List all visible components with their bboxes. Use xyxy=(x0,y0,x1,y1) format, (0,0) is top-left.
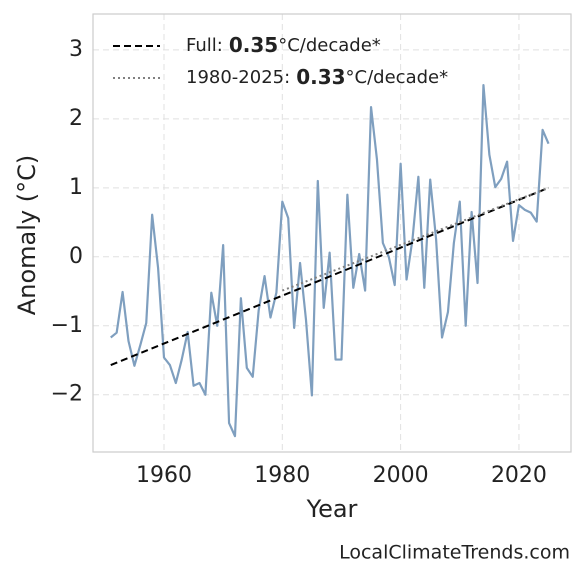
legend-unit: °C/decade* xyxy=(278,35,381,56)
y-axis-label: Anomaly (°C) xyxy=(13,155,41,315)
trend-line xyxy=(110,186,549,367)
legend-slope: 0.35 xyxy=(229,33,278,57)
legend-label: 1980-2025: 0.33°C/decade* xyxy=(186,65,448,89)
plot-frame xyxy=(92,13,572,453)
legend-name: 1980-2025: xyxy=(186,67,290,88)
legend-label: Full: 0.35°C/decade* xyxy=(186,33,381,57)
x-tick-label: 1980 xyxy=(254,463,310,488)
watermark: LocalClimateTrends.com xyxy=(339,542,570,564)
y-tick-label: −1 xyxy=(51,313,83,338)
x-axis-label: Year xyxy=(306,495,358,523)
legend-name: Full: xyxy=(186,35,223,56)
y-tick-label: −2 xyxy=(51,382,83,407)
legend-slope: 0.33 xyxy=(296,65,345,89)
x-tick-label: 1960 xyxy=(136,463,192,488)
x-tick-label: 2020 xyxy=(491,463,547,488)
y-tick-label: 3 xyxy=(69,37,83,62)
y-tick-label: 0 xyxy=(69,244,83,269)
data-line xyxy=(110,83,550,438)
legend-unit: °C/decade* xyxy=(346,67,449,88)
x-tick-label: 2000 xyxy=(373,463,429,488)
y-tick-label: 2 xyxy=(69,106,83,131)
y-tick-label: 1 xyxy=(69,175,83,200)
